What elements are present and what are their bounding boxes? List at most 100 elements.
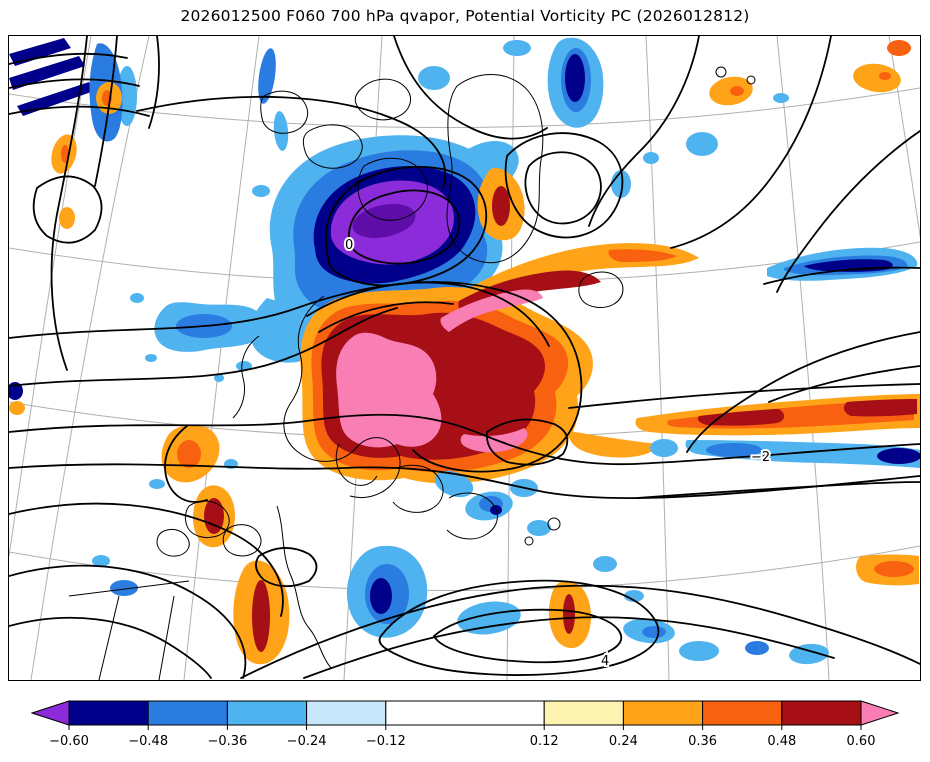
coastline (276, 505, 332, 669)
map-frame: 0 −2 4 (8, 35, 921, 681)
coastline (184, 500, 230, 539)
qvapor-fill-region (59, 207, 75, 229)
qvapor-fill-region (887, 40, 911, 56)
qvapor-fill-region (145, 354, 157, 362)
colorbar-segment (622, 700, 704, 726)
qvapor-fill-region (110, 580, 138, 596)
qvapor-fill-region (252, 580, 270, 652)
coastline (746, 75, 756, 85)
qvapor-fill-region (9, 401, 25, 415)
coastline (156, 528, 190, 557)
coastlines (68, 66, 756, 680)
qvapor-fill-region (773, 93, 789, 103)
colorbar-tick-label: −0.60 (49, 734, 89, 749)
qvapor-fill-region (643, 152, 659, 164)
qvapor-fill-region (17, 82, 94, 116)
qvapor-fill-region (563, 594, 575, 634)
qvapor-fill-region (679, 641, 719, 661)
colorbar-over-arrow (860, 700, 900, 726)
colorbar-tick-label: 0.24 (608, 734, 638, 749)
qvapor-fill-region (697, 409, 785, 426)
coastline (98, 595, 120, 680)
qvapor-fill-region (568, 431, 659, 458)
qvapor-fill-region (149, 479, 165, 489)
pv-contour (9, 564, 247, 679)
colorbar-segment (306, 700, 387, 726)
pv-contour (763, 266, 920, 285)
contour-label: 0 (345, 238, 353, 253)
qvapor-fill-region (440, 289, 543, 332)
qvapor-fill-region (565, 54, 585, 102)
pv-contour (255, 547, 318, 588)
colorbar-segment (226, 700, 308, 726)
pv-contour (393, 36, 548, 140)
qvapor-fill-region (608, 249, 677, 262)
qvapor-shading (9, 37, 920, 665)
pv-contour (9, 105, 150, 117)
pv-contour (9, 52, 128, 65)
qvapor-fill-region (457, 601, 521, 635)
figure-title: 2026012500 F060 700 hPa qvapor, Potentia… (180, 7, 750, 25)
pv-contour (94, 36, 118, 187)
coastline (222, 524, 262, 557)
contour-label: 4 (601, 654, 609, 669)
graticule-line (30, 36, 150, 680)
pv-contour (768, 365, 920, 403)
pv-contour (636, 481, 920, 499)
pv-contour (240, 584, 920, 679)
qvapor-fill-region (418, 66, 450, 90)
graticule-line (9, 87, 920, 129)
graticule-line (776, 36, 830, 680)
qvapor-fill-region (650, 439, 678, 457)
coastline (446, 74, 544, 264)
colorbar-tick-label: −0.24 (286, 734, 327, 749)
qvapor-fill-region (730, 86, 744, 96)
qvapor-fill-region (879, 72, 891, 80)
qvapor-fill-region (214, 374, 224, 382)
pv-contour (9, 281, 583, 473)
colorbar-tick-label: −0.48 (128, 734, 169, 749)
qvapor-fill-region (177, 440, 201, 468)
graticule-line (9, 545, 920, 592)
pv-contour (306, 281, 550, 347)
qvapor-fill-region (236, 361, 252, 371)
qvapor-fill-region (336, 332, 442, 448)
qvapor-fill-region (130, 293, 144, 303)
qvapor-fill-region (9, 38, 71, 66)
qvapor-fill-region (745, 641, 769, 655)
qvapor-fill-region (706, 443, 762, 457)
qvapor-fill-region (92, 555, 110, 567)
coastline (357, 157, 428, 221)
qvapor-fill-region (9, 56, 85, 90)
qvapor-fill-region (61, 145, 69, 163)
colorbar: −0.60 −0.48 −0.36 −0.24 −0.12 0.12 0.24 0.36 0.4… (30, 700, 900, 758)
colorbar-segment (781, 700, 862, 726)
colorbar-graphic (30, 700, 900, 730)
qvapor-fill-region (258, 48, 276, 104)
colorbar-tick-label: −0.36 (207, 734, 248, 749)
colorbar-segment (68, 700, 149, 726)
pv-contour (136, 95, 447, 189)
pv-contour (50, 36, 88, 371)
qvapor-fill-region (686, 132, 718, 156)
pv-contour (348, 189, 461, 265)
colorbar-segment (702, 700, 783, 726)
qvapor-fill-region (492, 186, 510, 226)
colorbar-bar (30, 700, 900, 733)
qvapor-fill-region (624, 590, 644, 602)
graticule-line (183, 36, 260, 680)
coastline (392, 464, 444, 513)
pv-contour (9, 502, 284, 617)
qvapor-fill-region (877, 448, 920, 464)
pv-contours (9, 36, 920, 679)
coastline (232, 335, 260, 419)
qvapor-fill-region (370, 578, 392, 614)
coastline (547, 517, 561, 531)
qvapor-fill-region (853, 63, 901, 93)
qvapor-fill-region (252, 185, 270, 197)
pv-contour (432, 608, 622, 664)
graticule-line (645, 36, 670, 680)
contour-labels: 0 −2 4 (343, 236, 772, 671)
qvapor-fill-region (434, 470, 474, 498)
pv-contour (9, 413, 920, 466)
